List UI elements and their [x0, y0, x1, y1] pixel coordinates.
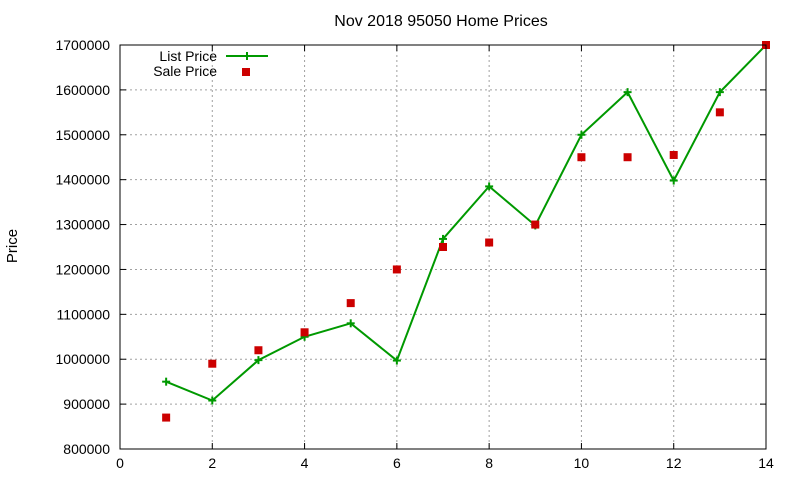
y-tick-label: 1700000 [55, 37, 110, 53]
data-point-sale-price [623, 153, 632, 162]
x-tick-label: 14 [758, 455, 774, 471]
x-tick-label: 8 [485, 455, 493, 471]
y-axis-label: Price [4, 229, 21, 263]
data-point-sale-price [577, 153, 586, 162]
legend: List Price Sale Price [153, 48, 268, 79]
data-point-sale-price [485, 238, 494, 247]
x-tick-label: 6 [393, 455, 401, 471]
y-tick-label: 1000000 [55, 351, 110, 367]
x-tick-label: 12 [666, 455, 682, 471]
y-tick-label: 1200000 [55, 261, 110, 277]
chart-title: Nov 2018 95050 Home Prices [334, 13, 547, 30]
y-tick-label: 1600000 [55, 82, 110, 98]
x-tick-label: 10 [574, 455, 590, 471]
plot-frame [119, 44, 767, 450]
legend-marker-sale-price [242, 68, 250, 76]
data-point-sale-price [439, 243, 447, 251]
x-tick-label: 0 [116, 455, 124, 471]
data-point-list-price [715, 88, 724, 97]
y-tick-label: 800000 [63, 441, 110, 457]
data-point-sale-price [208, 359, 217, 368]
data-point-sale-price [392, 265, 401, 274]
data-point-list-price [208, 396, 217, 405]
data-point-sale-price [531, 220, 540, 229]
data-point-list-price [669, 176, 678, 185]
y-tick-label: 900000 [63, 396, 110, 412]
grid-lines [120, 45, 766, 449]
y-tick-label: 1500000 [55, 127, 110, 143]
data-point-sale-price [669, 150, 678, 159]
data-point-list-price [439, 234, 447, 243]
data-point-sale-price [715, 108, 724, 117]
axis-ticks: 0 2 4 6 8 10 12 14 800000 900000 1000000 1100000 120… [55, 37, 774, 471]
x-tick-label: 2 [208, 455, 216, 471]
x-tick-label: 4 [301, 455, 309, 471]
data-point-sale-price [162, 413, 171, 422]
data-point-sale-price [300, 328, 309, 337]
data-point-list-price [346, 319, 355, 328]
data-point-list-price [623, 88, 632, 97]
legend-label-list-price: List Price [159, 48, 217, 64]
series-line-list-price [165, 44, 767, 402]
data-point-sale-price [254, 346, 263, 355]
y-tick-label: 1300000 [55, 217, 110, 233]
data-point-list-price [254, 356, 263, 365]
data-point-list-price [392, 356, 401, 365]
legend-label-sale-price: Sale Price [153, 63, 217, 79]
plot-area [162, 41, 770, 422]
legend-marker-list-price [243, 52, 251, 60]
data-point-list-price [485, 182, 494, 191]
y-tick-label: 1100000 [57, 306, 111, 322]
y-tick-label: 1400000 [55, 172, 110, 188]
data-point-list-price [577, 130, 586, 139]
data-point-list-price [162, 377, 171, 386]
data-point-sale-price [346, 299, 355, 308]
